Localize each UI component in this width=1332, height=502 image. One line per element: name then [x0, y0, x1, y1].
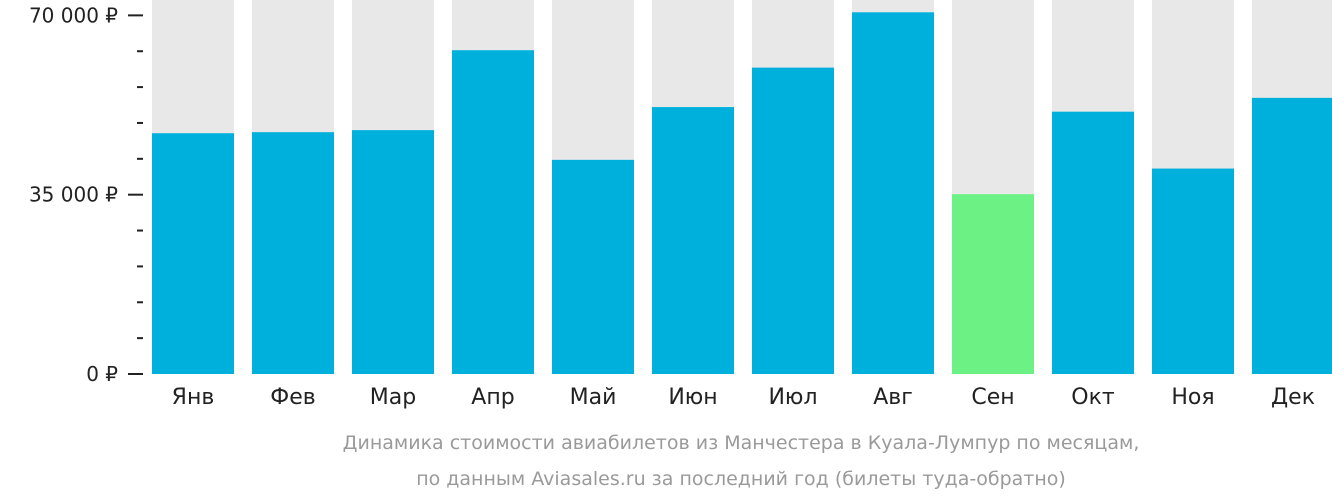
bar-4[interactable] — [452, 50, 534, 374]
bar-1[interactable] — [152, 133, 234, 374]
x-tick-label: Дек — [1271, 385, 1315, 410]
bar-9[interactable] — [952, 194, 1034, 374]
x-tick-label: Июн — [668, 385, 717, 410]
y-tick-label: 70 000 ₽ — [29, 3, 118, 27]
y-tick-label: 35 000 ₽ — [29, 183, 118, 207]
x-tick-label: Окт — [1071, 385, 1115, 410]
bar-5[interactable] — [552, 159, 634, 374]
bar-12[interactable] — [1252, 97, 1332, 374]
x-tick-label: Фев — [270, 385, 315, 410]
x-tick-label: Авг — [873, 385, 913, 410]
x-tick-label: Ноя — [1171, 385, 1214, 410]
chart-caption-line-2: по данным Aviasales.ru за последний год … — [416, 468, 1066, 490]
x-tick-label: Мар — [370, 385, 416, 410]
x-tick-label: Янв — [172, 385, 215, 410]
bars — [152, 12, 1332, 375]
x-axis: Янв Фев Мар Апр Май Июн Июл Авг Сен Окт Ноя Дек — [172, 385, 1315, 410]
bar-6[interactable] — [652, 107, 734, 374]
x-tick-label: Апр — [471, 385, 514, 410]
bar-7[interactable] — [752, 67, 834, 375]
chart-caption-line-1: Динамика стоимости авиабилетов из Манчес… — [342, 432, 1140, 454]
bar-3[interactable] — [352, 130, 434, 374]
bar-2[interactable] — [252, 132, 334, 374]
bar-11[interactable] — [1152, 168, 1234, 374]
bar-8[interactable] — [852, 12, 934, 374]
x-tick-label: Май — [570, 385, 617, 410]
y-axis: 0 ₽ 35 000 ₽ 70 000 ₽ — [29, 3, 143, 386]
y-tick-label: 0 ₽ — [86, 362, 118, 386]
bar-10[interactable] — [1052, 111, 1134, 374]
x-tick-label: Июл — [768, 385, 817, 410]
x-tick-label: Сен — [971, 385, 1014, 410]
